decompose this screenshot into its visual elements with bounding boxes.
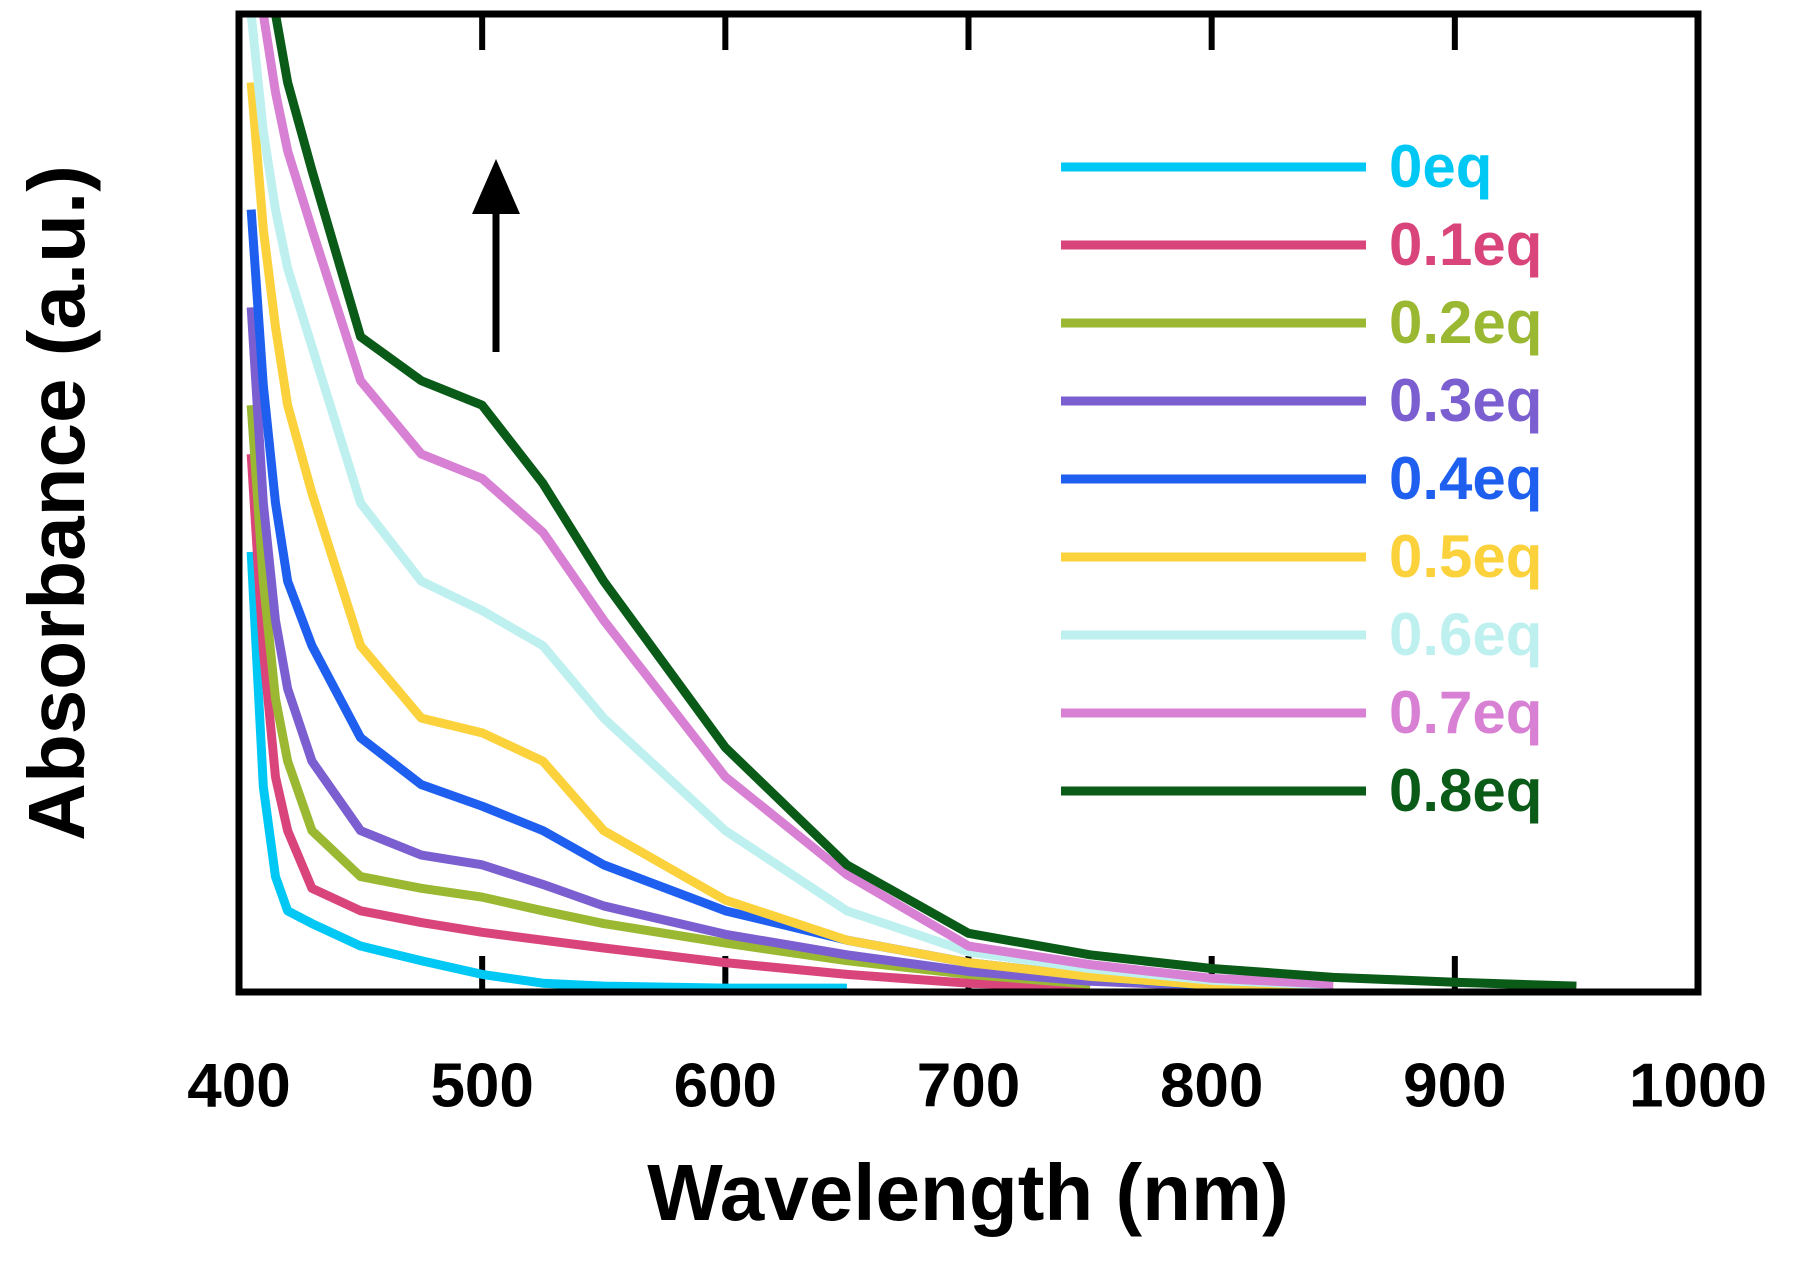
legend-label: 0.3eq [1389,367,1542,434]
x-tick-label: 1000 [1629,1051,1767,1120]
y-axis-label: Absorbance (a.u.) [12,165,101,841]
x-tick-label: 500 [430,1051,533,1120]
x-tick-label: 900 [1403,1051,1506,1120]
legend-label: 0.6eq [1389,601,1542,668]
series-line [246,307,1212,991]
arrow [472,159,520,352]
series-line [246,551,847,992]
series-line [246,14,1334,990]
legend-label: 0.5eq [1389,523,1542,590]
series-line [246,404,1091,989]
legend-label: 0.2eq [1389,289,1542,356]
series-line [270,14,1577,991]
plot-frame [235,10,1702,996]
x-tick-label: 600 [674,1051,777,1120]
legend-label: 0.8eq [1389,757,1542,824]
series-line [246,453,1091,992]
x-tick-label: 800 [1160,1051,1263,1120]
legend-label: 0.7eq [1389,679,1542,746]
series-line [258,14,1334,989]
legend-label: 0.1eq [1389,211,1542,278]
legend-label: 0.4eq [1389,445,1542,512]
x-tick-label: 400 [187,1051,290,1120]
series-line [246,82,1334,992]
x-axis-label: Wavelength (nm) [647,1148,1288,1237]
plot-lines [246,14,1577,992]
x-tick-label: 700 [917,1051,1020,1120]
legend-label: 0eq [1389,133,1492,200]
